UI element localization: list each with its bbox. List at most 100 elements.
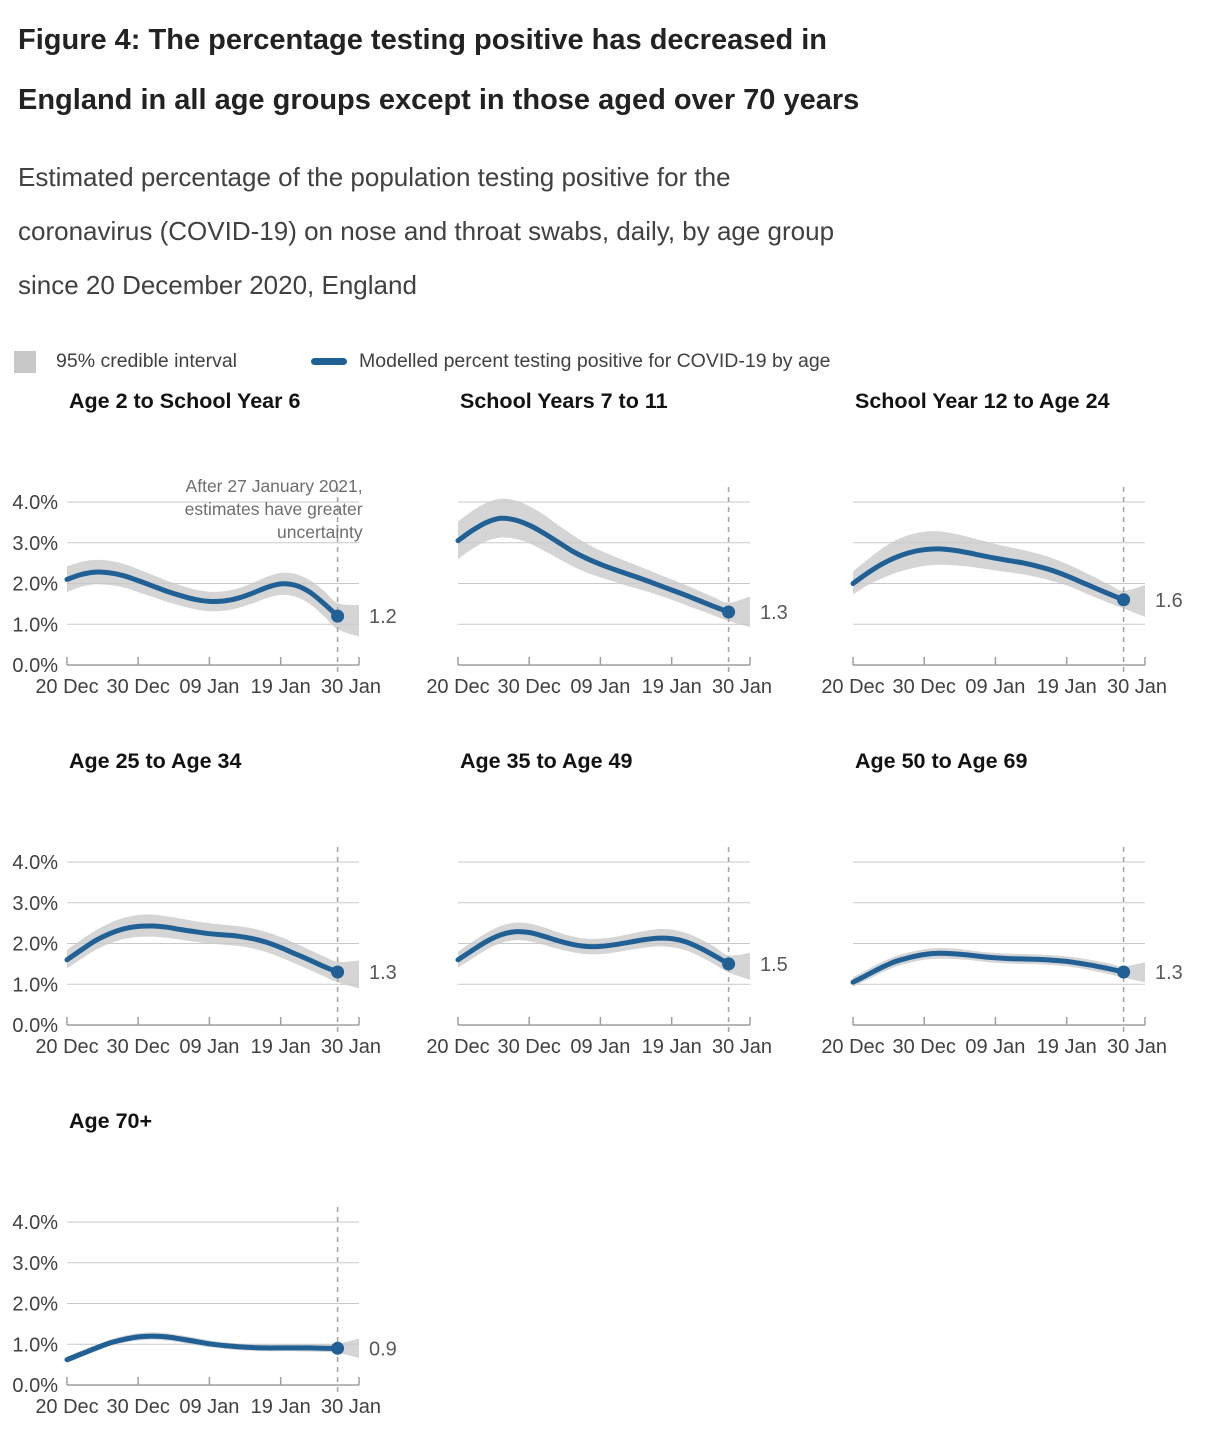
figure-title-line-1: Figure 4: The percentage testing positiv…	[18, 24, 828, 56]
panel-age-2-to-school-year-6: Age 2 to School Year 6 1.2 20 Dec 30 Dec 09 …	[12, 387, 453, 701]
panel-title: School Years 7 to 11	[460, 389, 668, 413]
panel-title: Age 50 to Age 69	[855, 749, 1028, 773]
chart-area: 1.3 20 Dec 30 Dec 09 Jan 19 Jan 30 Jan 0.0% 1.0…	[12, 845, 453, 1061]
figure-subtitle-line-3: since 20 December 2020, England	[18, 270, 417, 300]
chart-area: 1.3 20 Dec 30 Dec 09 Jan 19 Jan 30 Jan	[821, 845, 1224, 1061]
x-tick-label: 30 Jan	[321, 676, 381, 698]
x-tick-label: 30 Dec	[893, 1036, 956, 1058]
x-tick-label: 20 Dec	[35, 1396, 98, 1418]
x-tick-label: 30 Jan	[712, 676, 772, 698]
y-tick-label: 2.0%	[12, 1294, 58, 1316]
panel-title: Age 25 to Age 34	[69, 749, 242, 773]
y-tick-label: 1.0%	[12, 974, 58, 996]
panel-age-50-to-age-69: Age 50 to Age 69 1.3 20 Dec 30 Dec 09 Jan 19 …	[821, 747, 1224, 1061]
y-tick-label: 4.0%	[12, 492, 58, 514]
modelled-line	[850, 950, 1127, 985]
panel-chart-school-year-12-to-age-24: 1.6 20 Dec 30 Dec 09 Jan 19 Jan 30 Jan	[821, 487, 1183, 698]
x-tick-label: 20 Dec	[35, 1036, 98, 1058]
uncertainty-annotation-line: After 27 January 2021,	[185, 476, 363, 496]
y-tick-label: 3.0%	[12, 1253, 58, 1275]
y-tick-label: 3.0%	[12, 893, 58, 915]
panel-chart-age-25-to-age-34: 1.3 20 Dec 30 Dec 09 Jan 19 Jan 30 Jan 0.0% 1.0…	[12, 847, 397, 1058]
credible-interval-band	[458, 498, 750, 628]
x-tick-label: 19 Jan	[642, 1036, 702, 1058]
chart-legend: 95% credible interval Modelled percent t…	[14, 350, 1224, 373]
end-value-label: 1.5	[760, 954, 788, 976]
latest-estimate-dot	[1117, 965, 1131, 979]
y-tick-label: 0.0%	[12, 1015, 58, 1037]
end-value-label: 1.3	[1155, 962, 1183, 984]
panel-title: Age 35 to Age 49	[460, 749, 633, 773]
credible-interval-swatch-icon	[14, 350, 36, 373]
x-tick-label: 09 Jan	[179, 1036, 239, 1058]
x-tick-label: 20 Dec	[426, 1036, 489, 1058]
y-tick-label: 0.0%	[12, 655, 58, 677]
y-tick-label: 4.0%	[12, 1212, 58, 1234]
latest-estimate-dot	[331, 965, 345, 979]
x-tick-label: 20 Dec	[426, 676, 489, 698]
credible-interval-band	[853, 947, 1145, 987]
chart-area: 1.2 20 Dec 30 Dec 09 Jan 19 Jan 30 Jan 0.0% 1.0…	[12, 476, 453, 701]
panel-school-year-12-to-age-24: School Year 12 to Age 24 1.6 20 Dec 30 Dec 0…	[821, 387, 1224, 701]
x-tick-label: 09 Jan	[965, 1036, 1025, 1058]
uncertainty-annotation-line: estimates have greater	[184, 499, 363, 519]
latest-estimate-dot	[722, 605, 736, 619]
panel-chart-age-35-to-age-49: 1.5 20 Dec 30 Dec 09 Jan 19 Jan 30 Jan	[426, 847, 788, 1058]
x-tick-label: 20 Dec	[821, 676, 884, 698]
figure-subtitle-line-1: Estimated percentage of the population t…	[18, 162, 731, 192]
y-tick-label: 2.0%	[12, 934, 58, 956]
latest-estimate-dot	[331, 609, 345, 623]
end-value-label: 1.3	[369, 962, 397, 984]
x-tick-label: 30 Jan	[1107, 1036, 1167, 1058]
modelled-line-label: Modelled percent testing positive for CO…	[359, 350, 831, 372]
modelled-line	[64, 923, 341, 975]
x-tick-label: 19 Jan	[642, 676, 702, 698]
x-tick-label: 09 Jan	[179, 676, 239, 698]
x-tick-label: 09 Jan	[570, 676, 630, 698]
x-tick-label: 19 Jan	[1037, 676, 1097, 698]
x-tick-label: 30 Jan	[321, 1396, 381, 1418]
y-tick-label: 2.0%	[12, 574, 58, 596]
modelled-line	[850, 546, 1127, 603]
figure-subtitle: Estimated percentage of the population t…	[18, 150, 1224, 312]
panel-chart-school-years-7-to-11: 1.3 20 Dec 30 Dec 09 Jan 19 Jan 30 Jan	[426, 487, 788, 698]
panel-chart-age-50-to-age-69: 1.3 20 Dec 30 Dec 09 Jan 19 Jan 30 Jan	[821, 847, 1183, 1058]
modelled-line	[64, 569, 341, 619]
uncertainty-annotation-line: uncertainty	[277, 522, 363, 542]
figure-subtitle-line-2: coronavirus (COVID-19) on nose and throa…	[18, 216, 835, 246]
x-tick-label: 30 Dec	[107, 1036, 170, 1058]
x-tick-label: 19 Jan	[1037, 1036, 1097, 1058]
x-tick-label: 30 Jan	[1107, 676, 1167, 698]
x-tick-label: 30 Jan	[712, 1036, 772, 1058]
panel-chart-age-2-to-school-year-6: 1.2 20 Dec 30 Dec 09 Jan 19 Jan 30 Jan 0.0% 1.0…	[12, 487, 397, 698]
panel-chart-age-70: 0.9 20 Dec 30 Dec 09 Jan 19 Jan 30 Jan 0.0% 1.0…	[12, 1207, 397, 1418]
x-tick-label: 09 Jan	[179, 1396, 239, 1418]
credible-interval-band	[67, 914, 359, 989]
end-value-label: 0.9	[369, 1338, 397, 1360]
end-value-label: 1.2	[369, 606, 397, 628]
modelled-line	[64, 1333, 341, 1363]
x-tick-label: 20 Dec	[35, 676, 98, 698]
latest-estimate-dot	[722, 957, 736, 971]
chart-area: 1.6 20 Dec 30 Dec 09 Jan 19 Jan 30 Jan	[821, 485, 1224, 701]
y-tick-label: 1.0%	[12, 1334, 58, 1356]
x-tick-label: 19 Jan	[251, 1396, 311, 1418]
x-tick-label: 19 Jan	[251, 676, 311, 698]
modelled-line	[455, 515, 732, 615]
latest-estimate-dot	[331, 1341, 345, 1355]
x-tick-label: 20 Dec	[821, 1036, 884, 1058]
x-tick-label: 30 Dec	[893, 676, 956, 698]
modelled-line	[455, 929, 732, 967]
uncertainty-annotation: After 27 January 2021, estimates have gre…	[185, 475, 363, 544]
chart-area: 1.3 20 Dec 30 Dec 09 Jan 19 Jan 30 Jan	[426, 485, 848, 701]
panel-age-70: Age 70+ 0.9 20 Dec 30 Dec 09 Jan 19 Jan 30 Jan…	[12, 1107, 453, 1421]
x-tick-label: 19 Jan	[251, 1036, 311, 1058]
modelled-line-marker-icon	[311, 358, 348, 365]
panel-age-25-to-age-34: Age 25 to Age 34 1.3 20 Dec 30 Dec 09 Jan 19 …	[12, 747, 453, 1061]
figure-title-line-2: England in all age groups except in thos…	[18, 84, 860, 116]
figure-title: Figure 4: The percentage testing positiv…	[18, 10, 1224, 130]
credible-interval-band	[67, 1332, 359, 1363]
y-tick-label: 3.0%	[12, 533, 58, 555]
x-tick-label: 30 Dec	[498, 1036, 561, 1058]
